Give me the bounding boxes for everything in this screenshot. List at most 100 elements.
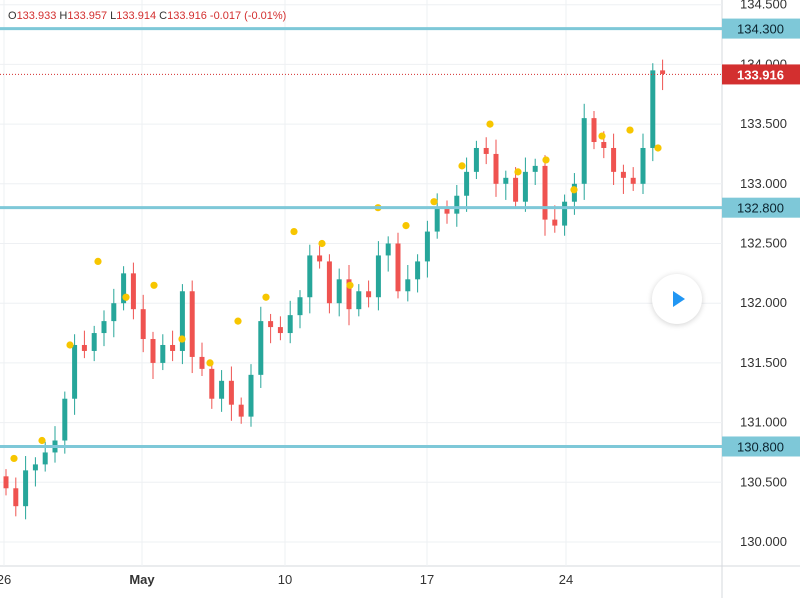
- x-tick-label: 26: [0, 572, 11, 587]
- candle: [454, 184, 460, 227]
- candle: [326, 254, 332, 314]
- level-tag-label: 130.800: [737, 439, 784, 454]
- close-label: C: [159, 10, 168, 22]
- level-tag-label: 134.300: [737, 22, 784, 37]
- signal-marker: [262, 293, 270, 301]
- candle-body: [650, 70, 656, 148]
- candle: [562, 194, 568, 236]
- candlestick-series: [3, 59, 666, 520]
- candle-body: [601, 142, 607, 148]
- high-value: 133.957: [67, 10, 108, 22]
- last-price-label: 133.916: [737, 67, 784, 82]
- candle-body: [268, 321, 274, 328]
- candle: [160, 334, 166, 371]
- candle: [23, 456, 29, 520]
- signal-marker: [178, 335, 186, 343]
- candle-body: [150, 339, 156, 363]
- candle: [405, 264, 411, 302]
- candle: [111, 288, 117, 338]
- candle: [228, 366, 234, 421]
- candle-body: [121, 273, 127, 304]
- candle-body: [542, 165, 548, 220]
- y-tick-label: 134.500: [740, 0, 787, 12]
- candle-body: [140, 309, 146, 340]
- candle-body: [591, 118, 597, 143]
- candle: [3, 469, 9, 496]
- candle-body: [238, 404, 244, 417]
- level-line[interactable]: 132.800: [0, 197, 800, 218]
- candle-body: [630, 177, 636, 184]
- play-icon: [673, 291, 685, 307]
- candle-body: [346, 279, 352, 310]
- level-line[interactable]: 130.800: [0, 436, 800, 457]
- candle-body: [13, 488, 19, 507]
- level-tag-label: 132.800: [737, 201, 784, 216]
- signal-marker: [542, 156, 550, 164]
- low-label: L: [110, 10, 117, 22]
- play-button[interactable]: [652, 274, 702, 324]
- candle-body: [464, 171, 470, 196]
- candle: [522, 157, 528, 212]
- candle-body: [287, 315, 293, 334]
- candle: [199, 342, 205, 377]
- signal-marker: [10, 454, 18, 463]
- candle-body: [3, 476, 9, 489]
- high-label: H: [59, 10, 68, 22]
- candle: [464, 157, 470, 212]
- y-tick-label: 131.000: [740, 415, 787, 430]
- level-tag: [722, 436, 800, 457]
- level-line[interactable]: 134.300: [0, 18, 800, 39]
- y-tick-label: 133.500: [740, 116, 787, 131]
- candle-body: [336, 279, 342, 304]
- candle-body: [248, 374, 254, 417]
- candle-body: [513, 177, 519, 202]
- signal-markers: [10, 120, 662, 463]
- y-tick-label: 132.500: [740, 236, 787, 251]
- candle: [493, 139, 499, 197]
- signal-marker: [206, 359, 214, 367]
- candle-body: [385, 243, 391, 256]
- signal-marker: [598, 132, 606, 140]
- candle-body: [170, 344, 176, 351]
- signal-marker: [290, 227, 298, 236]
- candle-body: [32, 464, 38, 471]
- candle-body: [581, 118, 587, 184]
- candle: [503, 170, 509, 200]
- candle: [121, 266, 127, 311]
- x-tick-label: 10: [278, 572, 292, 587]
- candle: [611, 133, 617, 185]
- candle: [91, 325, 97, 362]
- candle-body: [424, 231, 430, 262]
- candle-body: [258, 321, 264, 375]
- open-value: 133.933: [16, 10, 57, 22]
- candle-body: [209, 368, 215, 399]
- candle-body: [493, 153, 499, 184]
- signal-marker: [654, 144, 662, 152]
- candle-body: [366, 291, 372, 298]
- candle-body: [130, 273, 136, 310]
- signal-marker: [150, 281, 158, 289]
- signal-marker: [122, 293, 130, 301]
- candle-body: [405, 279, 411, 292]
- candle-body: [532, 165, 538, 172]
- candle-body: [375, 255, 381, 298]
- candle-body: [91, 333, 97, 351]
- candle: [424, 220, 430, 278]
- candle: [72, 334, 78, 415]
- signal-marker: [626, 126, 634, 134]
- candle: [356, 284, 362, 317]
- candle: [32, 457, 38, 487]
- signal-marker: [66, 341, 74, 349]
- horizontal-levels[interactable]: 134.300 132.800 130.800: [0, 18, 800, 457]
- y-tick-label: 131.500: [740, 355, 787, 370]
- candle: [150, 331, 156, 380]
- candle-body: [395, 243, 401, 292]
- level-tag: [722, 197, 800, 218]
- last-price-line: 133.916: [0, 64, 800, 85]
- candle: [209, 361, 215, 409]
- candle: [620, 164, 626, 194]
- candle-body: [356, 291, 362, 310]
- candle: [444, 200, 450, 224]
